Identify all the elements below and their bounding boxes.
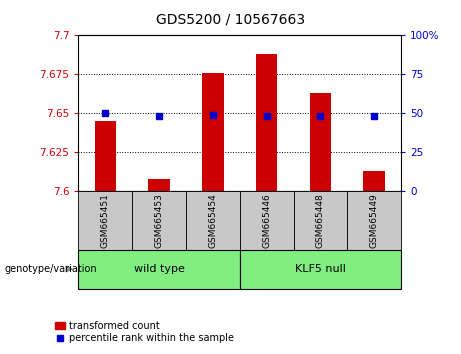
Bar — [310, 93, 331, 191]
Bar — [132, 191, 186, 250]
Bar — [202, 73, 224, 191]
Text: GSM665453: GSM665453 — [154, 193, 164, 248]
Text: genotype/variation: genotype/variation — [5, 264, 97, 274]
Text: GDS5200 / 10567663: GDS5200 / 10567663 — [156, 12, 305, 27]
Bar — [294, 191, 347, 250]
Bar — [240, 191, 294, 250]
Text: GSM665454: GSM665454 — [208, 193, 217, 248]
Bar — [347, 191, 401, 250]
Text: GSM665449: GSM665449 — [370, 193, 378, 248]
Bar — [256, 54, 278, 191]
Text: GSM665448: GSM665448 — [316, 193, 325, 248]
Text: wild type: wild type — [134, 264, 184, 274]
Bar — [78, 250, 240, 289]
Bar — [78, 191, 132, 250]
Text: KLF5 null: KLF5 null — [295, 264, 346, 274]
Bar — [148, 179, 170, 191]
Legend: transformed count, percentile rank within the sample: transformed count, percentile rank withi… — [51, 317, 238, 347]
Bar — [95, 121, 116, 191]
Text: GSM665451: GSM665451 — [101, 193, 110, 248]
Bar — [186, 191, 240, 250]
Bar — [363, 171, 385, 191]
Text: GSM665446: GSM665446 — [262, 193, 271, 248]
Bar — [240, 250, 401, 289]
